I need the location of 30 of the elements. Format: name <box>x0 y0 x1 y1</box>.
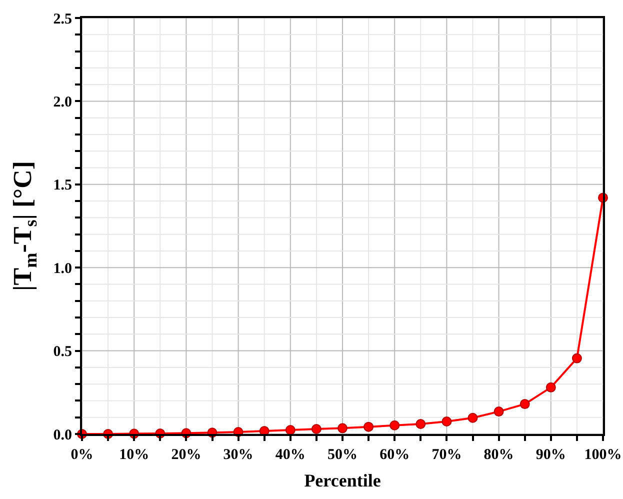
point <box>285 425 296 436</box>
x-tick-label: 20% <box>171 447 202 463</box>
point <box>416 419 426 430</box>
x-tick-label: 60% <box>380 447 410 463</box>
point <box>338 423 348 434</box>
x-tick-label: 80% <box>484 447 514 463</box>
point <box>468 412 478 423</box>
point <box>494 406 504 417</box>
point <box>364 422 374 432</box>
point <box>311 424 322 434</box>
y-tick-label: 2.5 <box>53 11 72 28</box>
x-tick-label: 30% <box>223 447 254 463</box>
x-tick-label: 70% <box>432 447 462 463</box>
y-tick-label: 2.0 <box>53 94 72 110</box>
x-axis-title: Percentile <box>304 470 381 491</box>
x-tick-label: 50% <box>328 447 358 463</box>
x-tick-label: 40% <box>275 447 306 463</box>
y-tick-label: 0.0 <box>53 427 72 444</box>
x-tick-label: 10% <box>119 447 150 463</box>
point <box>520 399 530 410</box>
y-tick-label: 0.5 <box>53 344 72 360</box>
x-tick-label: 0% <box>70 447 94 463</box>
point <box>572 353 582 364</box>
x-tick-label: 90% <box>536 447 566 463</box>
point <box>442 416 452 427</box>
y-tick-label: 1.0 <box>53 260 72 277</box>
point <box>390 420 400 430</box>
point <box>546 382 556 392</box>
x-tick-label: 100% <box>584 447 622 463</box>
y-tick-label: 1.5 <box>53 178 72 194</box>
